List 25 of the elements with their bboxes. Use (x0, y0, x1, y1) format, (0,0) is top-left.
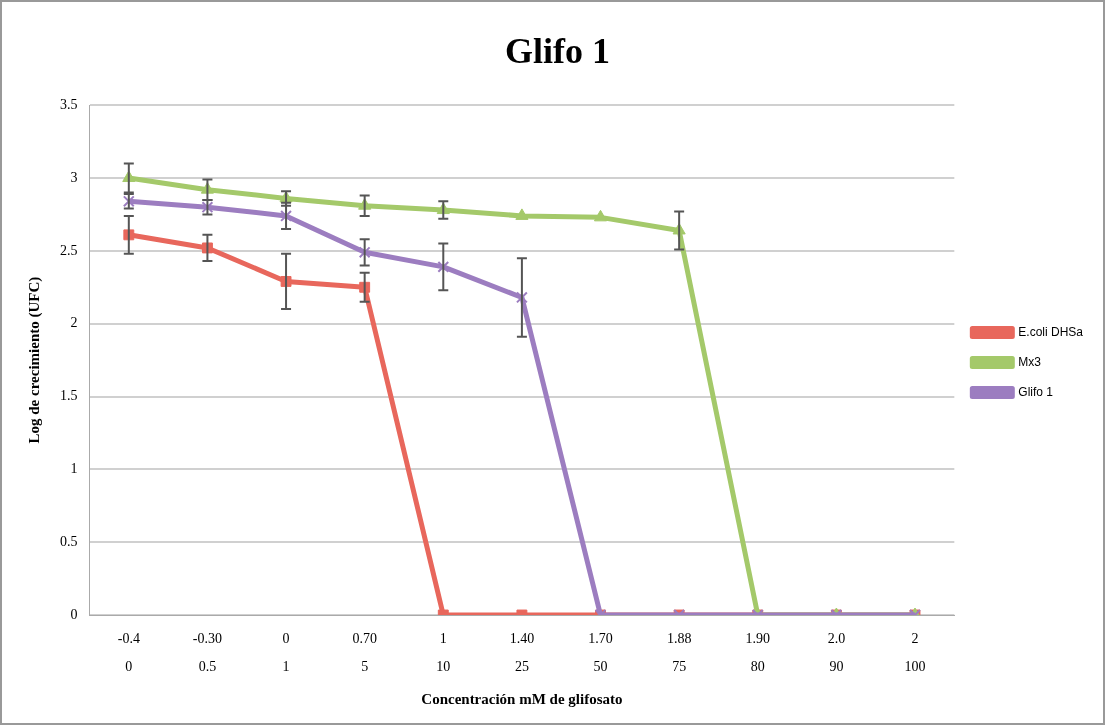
y-tick-label: 1.5 (60, 388, 78, 404)
y-tick-label: 0 (70, 606, 78, 622)
x-tick-label: 1.40 25 (509, 630, 535, 674)
x-tick-label: 0.70 5 (352, 630, 377, 674)
x-tick-label: 2 100 (904, 630, 926, 674)
x-tick-label: 1.88 75 (666, 630, 692, 674)
x-tick-label: 1.70 50 (588, 630, 613, 674)
y-tick-label: 1 (70, 461, 78, 477)
x-tick-label: 1.90 80 (745, 630, 771, 674)
y-axis-title: Log de crecimiento (UFC) (25, 276, 43, 444)
x-tick-label: 2.0 90 (827, 630, 846, 674)
x-axis-title: Concentración mM de glifosato (421, 690, 623, 707)
legend-label: Glifo 1 (1018, 384, 1054, 399)
x-tick-label: 0 1 (282, 630, 290, 674)
y-tick-label: 2.5 (60, 242, 78, 258)
legend-label: E.coli DHSa (1018, 324, 1084, 339)
legend-label: Mx3 (1018, 354, 1042, 369)
y-tick-label: 3 (70, 169, 78, 185)
y-tick-label: 2 (70, 315, 78, 331)
y-tick-label: 0.5 (60, 533, 78, 549)
chart-title: Glifo 1 (505, 30, 610, 71)
x-tick-label: 1 10 (436, 630, 451, 674)
x-tick-label: -0.4 0 (117, 630, 140, 674)
y-tick-label: 3.5 (60, 96, 78, 112)
x-tick-label: -0.30 0.5 (192, 630, 223, 674)
